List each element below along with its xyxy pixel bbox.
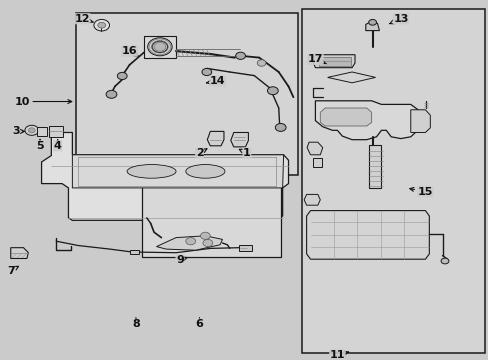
Circle shape [117,72,127,80]
Circle shape [200,232,210,239]
Text: 12: 12 [74,14,93,24]
Polygon shape [306,211,428,259]
Polygon shape [37,127,47,136]
Text: 13: 13 [389,14,408,24]
Text: 6: 6 [195,318,203,329]
Text: 8: 8 [132,318,140,329]
Circle shape [203,239,212,247]
Polygon shape [129,250,139,254]
Circle shape [147,38,172,56]
Bar [76,13,298,175]
Polygon shape [320,108,371,126]
Polygon shape [41,132,288,220]
Text: 2: 2 [195,148,206,158]
Bar [142,185,281,257]
Text: 17: 17 [307,54,325,64]
Circle shape [235,52,245,59]
Text: 9: 9 [176,255,187,265]
Polygon shape [304,194,320,205]
Bar [301,9,484,353]
Polygon shape [410,110,429,132]
Circle shape [202,68,211,76]
Polygon shape [156,236,222,250]
Polygon shape [368,145,381,188]
Circle shape [275,123,285,131]
Circle shape [185,238,195,245]
Circle shape [25,125,39,135]
Polygon shape [311,55,354,68]
Circle shape [28,128,35,133]
Polygon shape [312,158,321,167]
Circle shape [440,258,448,264]
Text: 14: 14 [206,76,225,86]
Polygon shape [144,36,176,58]
Text: 16: 16 [122,46,138,56]
Text: 3: 3 [12,126,24,136]
Circle shape [98,22,105,28]
Ellipse shape [127,165,176,178]
Circle shape [267,87,278,95]
Text: 15: 15 [409,186,432,197]
Polygon shape [230,132,248,147]
Circle shape [257,60,265,66]
Circle shape [152,41,167,53]
Text: 5: 5 [36,140,44,151]
Circle shape [368,19,376,25]
Text: 10: 10 [14,96,72,107]
Bar [318,57,350,66]
Polygon shape [327,72,375,83]
Text: 7: 7 [7,266,19,276]
Polygon shape [365,22,379,31]
Polygon shape [72,155,283,188]
Text: 11: 11 [329,350,348,360]
Text: 4: 4 [54,140,61,151]
Ellipse shape [185,165,224,178]
Polygon shape [11,248,28,258]
Polygon shape [207,131,224,146]
Polygon shape [315,101,420,140]
Polygon shape [306,142,322,155]
Text: 1: 1 [239,148,250,158]
Circle shape [106,90,117,98]
Circle shape [94,19,109,31]
Polygon shape [49,126,62,137]
Polygon shape [238,245,251,251]
